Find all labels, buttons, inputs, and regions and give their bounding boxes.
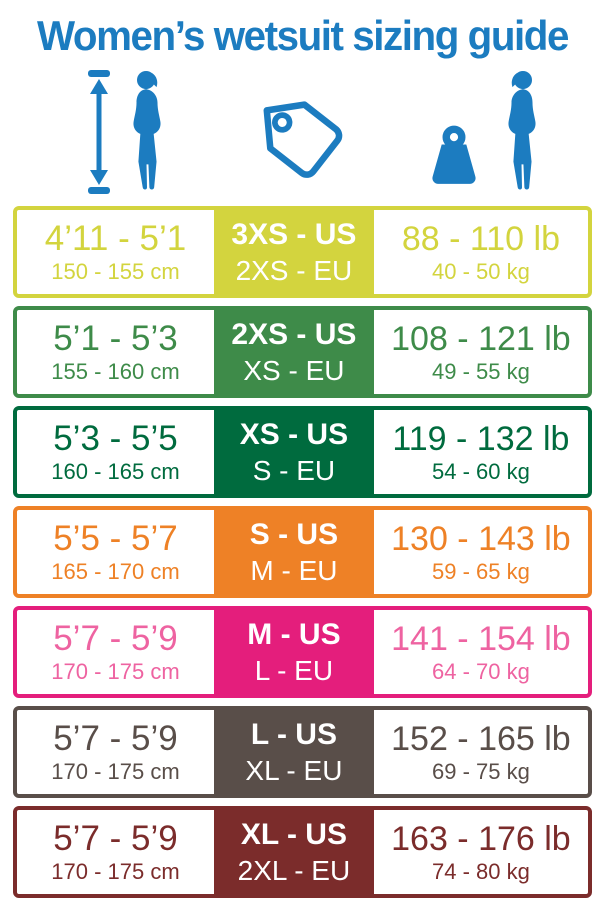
table-row: 5’5 - 5’7 165 - 170 cm S - US M - EU 130…	[13, 506, 592, 598]
weight-icon-group	[421, 70, 547, 194]
height-feet-range: 5’1 - 5’3	[53, 319, 178, 359]
page-title: Women’s wetsuit sizing guide	[37, 12, 569, 59]
height-feet-range: 5’7 - 5’9	[53, 819, 178, 859]
size-cell: L - US XL - EU	[213, 710, 374, 794]
size-us: 3XS - US	[231, 218, 357, 252]
size-eu: XL - EU	[245, 754, 343, 786]
weight-kg-range: 59 - 65 kg	[432, 558, 530, 584]
weight-kg-range: 40 - 50 kg	[432, 258, 530, 284]
weight-icon-wrap	[421, 124, 487, 193]
size-cell: 3XS - US 2XS - EU	[213, 210, 374, 294]
weight-cell: 130 - 143 lb 59 - 65 kg	[374, 510, 588, 594]
size-cell: XL - US 2XL - EU	[213, 810, 374, 894]
height-cell: 5’7 - 5’9 170 - 175 cm	[17, 810, 214, 894]
height-cell: 5’1 - 5’3 155 - 160 cm	[17, 310, 214, 394]
height-cell: 5’3 - 5’5 160 - 165 cm	[17, 410, 214, 494]
height-cell: 5’7 - 5’9 170 - 175 cm	[17, 710, 214, 794]
weight-kg-range: 54 - 60 kg	[432, 458, 530, 484]
weight-cell: 88 - 110 lb 40 - 50 kg	[374, 210, 588, 294]
woman-figure-icon	[133, 70, 161, 190]
height-cm-range: 170 - 175 cm	[51, 859, 180, 885]
weight-lb-range: 141 - 154 lb	[391, 619, 571, 658]
weight-cell: 152 - 165 lb 69 - 75 kg	[374, 710, 588, 794]
height-measure-arrow-icon	[88, 70, 110, 194]
height-cm-range: 170 - 175 cm	[51, 659, 180, 685]
weight-kg-range: 69 - 75 kg	[432, 758, 530, 784]
height-cm-range: 155 - 160 cm	[51, 359, 180, 385]
height-feet-range: 5’7 - 5’9	[53, 619, 178, 659]
size-eu: S - EU	[252, 454, 336, 486]
height-feet-range: 5’5 - 5’7	[53, 519, 178, 559]
weight-cell: 163 - 176 lb 74 - 80 kg	[374, 810, 588, 894]
height-feet-range: 5’3 - 5’5	[53, 419, 178, 459]
woman-figure-icon	[508, 70, 536, 190]
size-tag-group	[244, 81, 350, 192]
height-cell: 5’7 - 5’9 170 - 175 cm	[17, 610, 214, 694]
height-cm-range: 160 - 165 cm	[51, 459, 180, 485]
size-eu: 2XL - EU	[237, 854, 351, 886]
size-eu: 2XS - EU	[235, 254, 353, 286]
height-cm-range: 150 - 155 cm	[51, 259, 180, 285]
table-row: 5’1 - 5’3 155 - 160 cm 2XS - US XS - EU …	[13, 306, 592, 398]
weight-cell: 108 - 121 lb 49 - 55 kg	[374, 310, 588, 394]
weight-lb-range: 119 - 132 lb	[392, 419, 570, 458]
height-cell: 5’5 - 5’7 165 - 170 cm	[17, 510, 214, 594]
size-us: XS - US	[239, 418, 349, 452]
height-feet-range: 4’11 - 5’1	[44, 219, 187, 259]
size-tag-icon	[263, 101, 342, 178]
weight-lb-range: 130 - 143 lb	[391, 519, 571, 558]
table-row: 5’3 - 5’5 160 - 165 cm XS - US S - EU 11…	[13, 406, 592, 498]
weight-lb-range: 88 - 110 lb	[401, 219, 560, 258]
size-cell: XS - US S - EU	[213, 410, 374, 494]
table-row: 5’7 - 5’9 170 - 175 cm L - US XL - EU 15…	[13, 706, 592, 798]
table-row: 5’7 - 5’9 170 - 175 cm M - US L - EU 141…	[13, 606, 592, 698]
table-row: 5’7 - 5’9 170 - 175 cm XL - US 2XL - EU …	[13, 806, 592, 898]
weight-lb-range: 152 - 165 lb	[391, 719, 571, 758]
weight-icon	[432, 125, 476, 184]
weight-kg-range: 74 - 80 kg	[432, 858, 530, 884]
height-cell: 4’11 - 5’1 150 - 155 cm	[17, 210, 214, 294]
size-cell: 2XS - US XS - EU	[213, 310, 374, 394]
table-row: 4’11 - 5’1 150 - 155 cm 3XS - US 2XS - E…	[13, 206, 592, 298]
size-eu: M - EU	[250, 554, 338, 586]
weight-lb-range: 163 - 176 lb	[391, 819, 571, 858]
height-cm-range: 165 - 170 cm	[51, 559, 180, 585]
size-eu: XS - EU	[243, 354, 345, 386]
height-feet-range: 5’7 - 5’9	[53, 719, 178, 759]
header-icons	[0, 68, 605, 194]
size-us: XL - US	[240, 818, 347, 852]
size-us: 2XS - US	[231, 318, 357, 352]
size-us: L - US	[250, 718, 337, 752]
sizing-table: 4’11 - 5’1 150 - 155 cm 3XS - US 2XS - E…	[13, 206, 592, 898]
size-eu: L - EU	[254, 654, 334, 686]
weight-kg-range: 64 - 70 kg	[432, 658, 530, 684]
weight-kg-range: 49 - 55 kg	[432, 358, 530, 384]
size-cell: M - US L - EU	[213, 610, 374, 694]
size-us: S - US	[249, 518, 339, 552]
weight-cell: 141 - 154 lb 64 - 70 kg	[374, 610, 588, 694]
size-cell: S - US M - EU	[213, 510, 374, 594]
height-icon-group	[86, 70, 172, 194]
weight-cell: 119 - 132 lb 54 - 60 kg	[374, 410, 588, 494]
size-us: M - US	[247, 618, 341, 652]
weight-lb-range: 108 - 121 lb	[391, 319, 571, 358]
height-cm-range: 170 - 175 cm	[51, 759, 180, 785]
